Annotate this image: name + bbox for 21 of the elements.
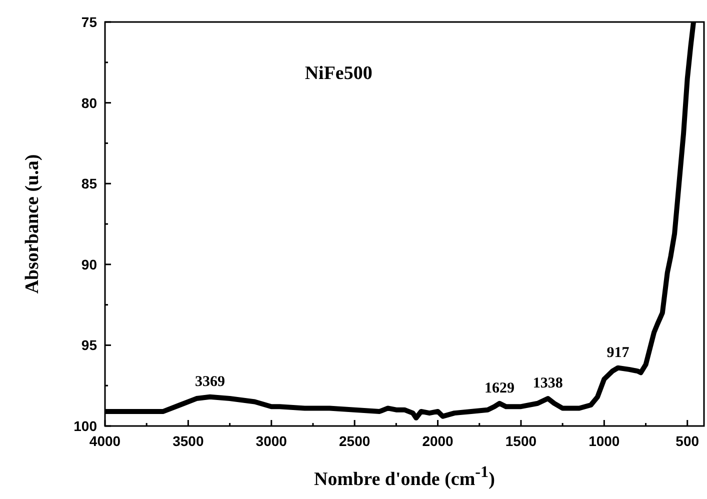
x-tick-label: 4000 [89, 433, 121, 449]
annotation: 1338 [532, 376, 563, 392]
y-axis-title: Absorbance (u.a) [22, 154, 43, 294]
x-tick-label: 1000 [588, 433, 620, 449]
x-tick-label: 2000 [422, 433, 454, 449]
x-tick-label: 3500 [172, 433, 204, 449]
text: NiFe500 [304, 63, 372, 84]
y-tick-label: 90 [81, 256, 98, 272]
y-tick-label: 75 [81, 14, 98, 30]
x-axis-title: Nombre d'onde (cm$^{-1}$) [314, 464, 495, 490]
y-tick-label: 80 [81, 94, 98, 111]
x-tick-label: 500 [676, 433, 700, 449]
y-tick-label: 85 [81, 176, 98, 192]
x-tick-label: 1500 [505, 433, 537, 449]
y-tick-label: 95 [81, 337, 98, 354]
annotation: 917 [606, 344, 630, 361]
x-tick-label: 3000 [256, 433, 288, 449]
x-tick-label: 2500 [339, 433, 370, 449]
annotation: 1629 [484, 380, 515, 396]
y-tick-label: 100 [74, 418, 98, 434]
annotation: 3369 [194, 374, 225, 390]
